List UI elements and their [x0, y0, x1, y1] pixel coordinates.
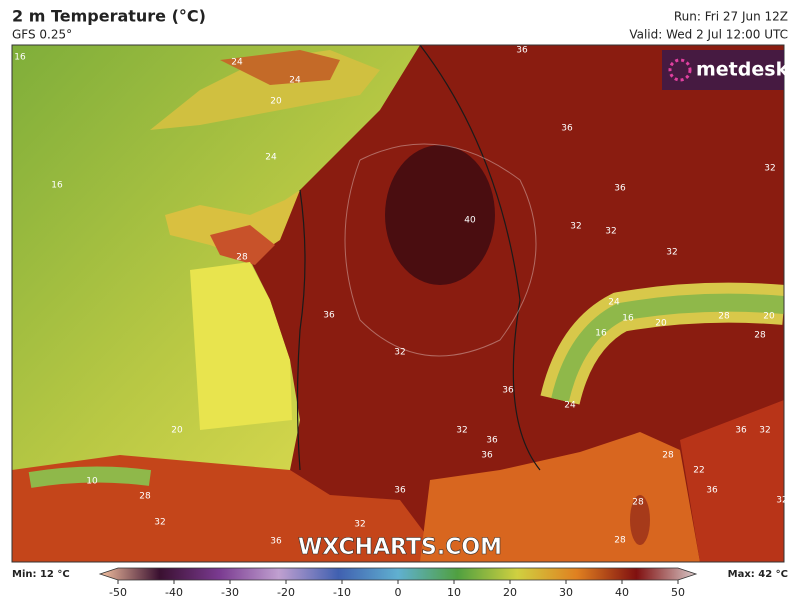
colorbar-tick-label: 20: [503, 586, 517, 599]
contour-label: 20: [655, 319, 667, 329]
contour-label: 24: [289, 76, 301, 86]
colorbar-tick-label: 30: [559, 586, 573, 599]
contour-label: 36: [481, 451, 493, 461]
contour-label: 32: [354, 520, 365, 530]
title: 2 m Temperature (°C): [12, 7, 206, 26]
contour-label: 32: [456, 426, 467, 436]
contour-label: 36: [516, 46, 528, 56]
contour-label: 28: [754, 331, 766, 341]
colorbar-tick-label: 50: [671, 586, 685, 599]
colorbar-tick-label: -20: [277, 586, 295, 599]
contour-label: 20: [270, 97, 282, 107]
contour-label: 40: [464, 216, 476, 226]
contour-label: 16: [595, 329, 607, 339]
logo: metdesk: [696, 59, 789, 81]
contour-label: 24: [231, 58, 243, 68]
model: GFS 0.25°: [12, 28, 72, 42]
contour-label: 28: [662, 451, 674, 461]
colorbar-tick-label: 0: [395, 586, 402, 599]
contour-label: 28: [139, 492, 151, 502]
contour-label: 22: [693, 466, 704, 476]
colorbar: [98, 567, 698, 581]
contour-label: 32: [570, 222, 581, 232]
colorbar-tick-label: -30: [221, 586, 239, 599]
run-time: Run: Fri 27 Jun 12Z: [674, 10, 788, 24]
contour-label: 24: [265, 153, 277, 163]
contour-label: 36: [735, 426, 747, 436]
contour-label: 36: [394, 486, 406, 496]
min-label: Min: 12 °C: [12, 569, 70, 580]
contour-label: 28: [718, 312, 730, 322]
contour-label: 28: [614, 536, 626, 546]
colorbar-tick-label: 10: [447, 586, 461, 599]
contour-label: 36: [323, 311, 335, 321]
contour-label: 36: [614, 184, 626, 194]
valid-time: Valid: Wed 2 Jul 12:00 UTC: [629, 28, 788, 42]
contour-label: 36: [706, 486, 718, 496]
colorbar-tick-label: -50: [109, 586, 127, 599]
colorbar-tick-label: -10: [333, 586, 351, 599]
contour-label: 16: [622, 314, 634, 324]
contour-label: 36: [561, 124, 573, 134]
contour-label: 16: [51, 181, 63, 191]
contour-label: 32: [764, 164, 775, 174]
colorbar-tick-label: 40: [615, 586, 629, 599]
contour-label: 24: [608, 298, 620, 308]
contour-label: 20: [171, 426, 183, 436]
contour-label: 32: [776, 496, 787, 506]
map-field: [12, 45, 784, 562]
contour-label: 24: [564, 401, 576, 411]
contour-label: 10: [86, 477, 98, 487]
watermark: WXCHARTS.COM: [298, 535, 502, 560]
contour-label: 32: [394, 348, 405, 358]
colorbar-tick-label: -40: [165, 586, 183, 599]
contour-label: 16: [14, 53, 26, 63]
contour-label: 28: [632, 498, 644, 508]
contour-label: 32: [605, 227, 616, 237]
contour-label: 36: [502, 386, 514, 396]
contour-label: 36: [486, 436, 498, 446]
contour-label: 32: [666, 248, 677, 258]
contour-label: 36: [270, 537, 282, 547]
contour-label: 20: [763, 312, 775, 322]
contour-label: 28: [236, 253, 248, 263]
contour-label: 32: [759, 426, 770, 436]
contour-label: 32: [154, 518, 165, 528]
max-label: Max: 42 °C: [728, 569, 788, 580]
